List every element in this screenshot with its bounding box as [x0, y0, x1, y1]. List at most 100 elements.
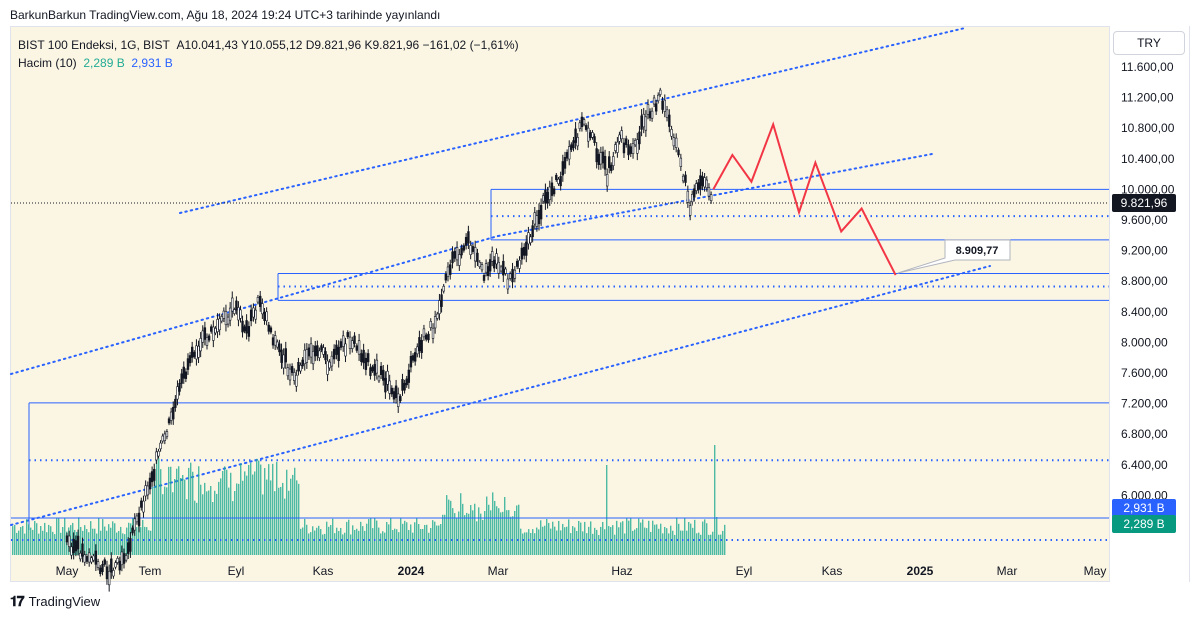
- volume-bar: [298, 483, 300, 555]
- candle-body: [252, 307, 255, 318]
- volume-bar: [370, 517, 372, 555]
- target-callout: [897, 239, 1011, 274]
- candle-body: [580, 116, 584, 128]
- volume-bar: [146, 527, 148, 555]
- candle-body: [278, 343, 281, 353]
- candle-body: [295, 374, 298, 387]
- volume-bar: [626, 517, 628, 555]
- volume-bar: [404, 520, 406, 555]
- candle-body: [330, 355, 334, 367]
- volume-bar: [96, 533, 98, 555]
- volume-bar: [594, 527, 596, 555]
- candle-body: [693, 188, 696, 198]
- volume-bar: [40, 526, 42, 555]
- candle-body: [591, 132, 594, 138]
- candle-body: [679, 157, 683, 167]
- volume-bar: [200, 484, 202, 555]
- candle-body: [254, 309, 257, 320]
- footer-brand[interactable]: TradingView: [28, 594, 101, 609]
- candle-body: [597, 154, 600, 165]
- candle-body: [484, 263, 488, 273]
- volume-bar: [476, 521, 478, 555]
- candle-body: [589, 132, 592, 139]
- volume-bar: [172, 492, 174, 555]
- candle-body: [561, 161, 565, 176]
- candle-body: [552, 188, 556, 195]
- candle-body: [442, 286, 445, 292]
- volume-bar: [512, 516, 514, 555]
- volume-bar: [368, 519, 370, 555]
- volume-bar: [394, 528, 396, 555]
- volume-bar: [504, 496, 506, 555]
- volume-bar: [448, 499, 450, 555]
- volume-bar: [316, 527, 318, 555]
- candle-body: [337, 346, 340, 362]
- candle-body: [322, 347, 325, 355]
- legend-instrument[interactable]: BIST 100 Endeksi, 1G, BIST: [18, 38, 170, 52]
- volume-bar: [140, 527, 142, 555]
- volume-bar: [462, 503, 464, 555]
- candle-body: [203, 327, 207, 340]
- candle-body: [157, 450, 160, 457]
- candle-body: [153, 468, 156, 481]
- candle-body: [482, 275, 486, 281]
- volume-bar: [174, 479, 176, 555]
- volume-bar: [638, 518, 640, 555]
- candle-body: [701, 176, 704, 186]
- volume-bar: [534, 533, 536, 555]
- candle-body: [695, 183, 698, 191]
- candle-body: [127, 542, 130, 554]
- candle-body: [288, 368, 292, 381]
- candle-body: [578, 122, 582, 129]
- volume-bar: [30, 527, 32, 555]
- last-price-badge: 9.821,96: [1121, 196, 1168, 210]
- projection-path: [712, 121, 897, 276]
- volume-bar: [716, 517, 718, 555]
- volume-bar: [720, 534, 722, 555]
- volume-bar: [496, 506, 498, 555]
- candle-body: [267, 324, 270, 332]
- volume-bar: [264, 468, 266, 555]
- candle-body: [544, 189, 547, 204]
- volume-bar: [80, 526, 82, 555]
- volume-bar: [458, 511, 460, 555]
- volume-bar: [302, 527, 304, 555]
- candle-body: [146, 485, 150, 496]
- volume-bar: [60, 532, 62, 555]
- volume-bar: [248, 464, 250, 555]
- candle-body: [420, 340, 423, 353]
- volume-bar: [276, 461, 278, 555]
- y-tick-label: 10.400,00: [1121, 152, 1175, 166]
- candle-body: [241, 320, 244, 333]
- candle-body: [688, 205, 692, 216]
- candle-body: [112, 570, 115, 577]
- candle-body: [618, 134, 621, 142]
- price-scale[interactable]: [1110, 26, 1190, 582]
- volume-bar: [254, 471, 256, 555]
- volume-bar: [182, 474, 184, 555]
- volume-bar: [228, 487, 230, 555]
- candle-body: [668, 114, 671, 127]
- candle-body: [342, 335, 345, 347]
- volume-bar: [358, 530, 360, 555]
- volume-bar: [564, 527, 566, 555]
- candle-body: [565, 152, 569, 159]
- y-tick-label: 8.400,00: [1121, 305, 1168, 319]
- volume-bar: [154, 473, 156, 555]
- candle-body: [595, 148, 598, 163]
- legend-volume-label[interactable]: Hacim (10): [18, 56, 77, 70]
- currency-button[interactable]: TRY: [1113, 31, 1185, 55]
- channel-trendline: [10, 265, 991, 526]
- candle-body: [433, 316, 437, 329]
- candle-body: [297, 362, 300, 372]
- volume-bar: [126, 527, 128, 555]
- volume-bar: [480, 513, 482, 555]
- volume-bar: [90, 521, 92, 555]
- y-tick-label: 7.600,00: [1121, 366, 1168, 380]
- volume-bar: [102, 519, 104, 555]
- volume-bar: [380, 533, 382, 555]
- volume-bar: [652, 520, 654, 555]
- volume-bar: [698, 532, 700, 555]
- candle-body: [386, 370, 389, 385]
